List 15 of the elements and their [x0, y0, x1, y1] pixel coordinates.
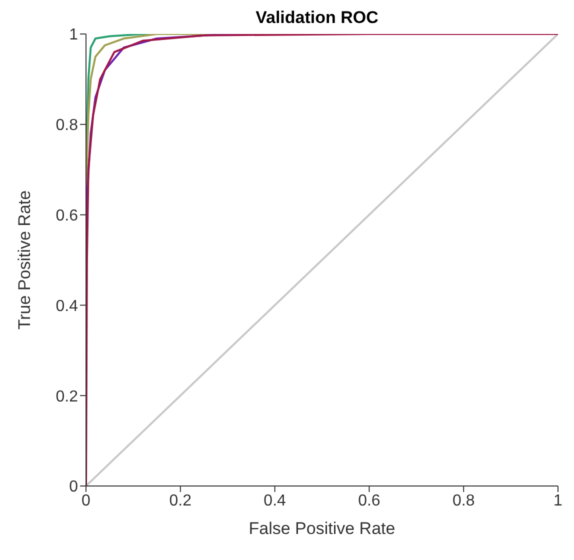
y-tick-label: 0.6 — [56, 207, 78, 224]
x-tick-label: 1 — [554, 492, 563, 510]
y-tick-label: 0.8 — [56, 117, 78, 134]
y-tick-label: 0 — [69, 478, 78, 496]
y-axis-title: True Positive Rate — [15, 190, 34, 330]
y-tick-label: 1 — [69, 26, 78, 44]
x-tick-label: 0.4 — [264, 492, 286, 510]
x-axis-title: False Positive Rate — [248, 519, 396, 538]
x-tick-label: 0 — [82, 492, 91, 510]
x-tick-label: 0.8 — [452, 492, 475, 510]
x-tick-label: 0.6 — [358, 492, 380, 510]
chart-title: Validation ROC — [254, 8, 380, 28]
x-tick-label: 0.2 — [169, 492, 192, 510]
y-tick-label: 0.2 — [56, 388, 78, 406]
y-tick-label: 0.4 — [56, 298, 78, 315]
